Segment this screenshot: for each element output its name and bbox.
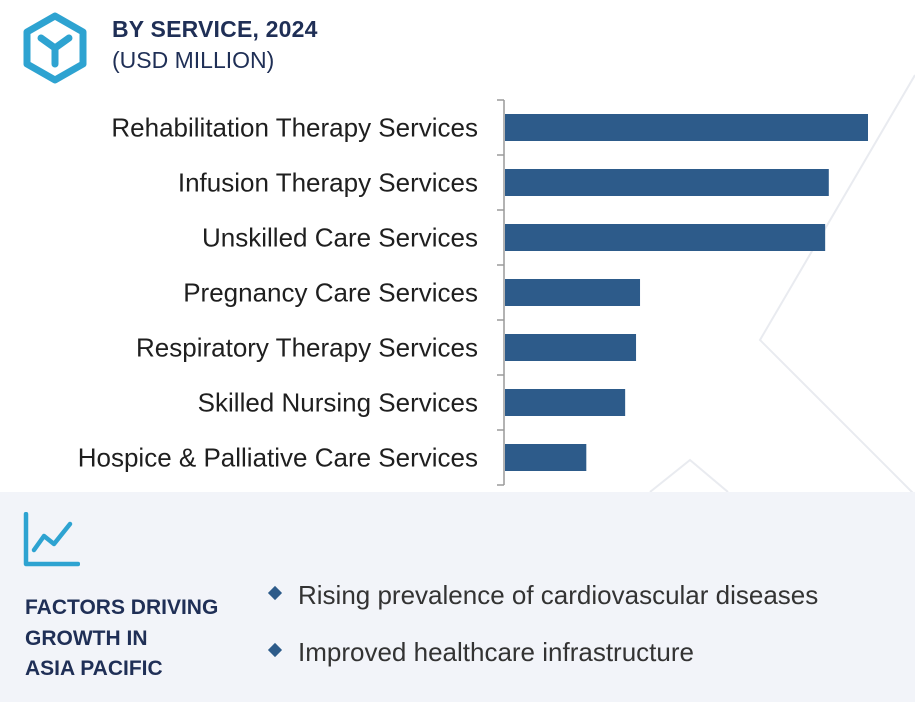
- factors-title-line: ASIA PACIFIC: [25, 657, 163, 680]
- bar: [505, 279, 641, 306]
- diamond-bullet-icon: [267, 643, 283, 658]
- category-label: Rehabilitation Therapy Services: [111, 113, 478, 143]
- category-label: Respiratory Therapy Services: [136, 333, 478, 363]
- footer-panel: FACTORS DRIVING GROWTH IN ASIA PACIFIC R…: [0, 492, 915, 702]
- chart-subtitle: (USD MILLION): [112, 47, 275, 73]
- chart-title: BY SERVICE, 2024: [112, 16, 318, 42]
- category-label: Skilled Nursing Services: [198, 388, 478, 418]
- category-label: Hospice & Palliative Care Services: [78, 443, 478, 473]
- factor-text: Rising prevalence of cardiovascular dise…: [298, 580, 819, 610]
- category-label: Infusion Therapy Services: [178, 168, 478, 198]
- bar-chart: Rehabilitation Therapy Services Infusion …: [78, 99, 868, 486]
- factors-title: FACTORS DRIVING GROWTH IN ASIA PACIFIC: [25, 593, 218, 685]
- bar: [505, 114, 868, 141]
- factors-title-line: FACTORS DRIVING: [25, 596, 219, 619]
- bar: [505, 169, 829, 196]
- category-label: Pregnancy Care Services: [183, 278, 478, 308]
- bar: [505, 334, 637, 361]
- trend-chart-icon: [22, 511, 81, 573]
- factor-item: Improved healthcare infrastructure: [267, 637, 694, 668]
- diamond-bullet-icon: [267, 586, 283, 601]
- factors-title-line: GROWTH IN: [25, 626, 148, 650]
- factor-text: Improved healthcare infrastructure: [298, 637, 694, 667]
- bar: [505, 444, 587, 471]
- factor-item: Rising prevalence of cardiovascular dise…: [267, 580, 819, 611]
- bar: [505, 389, 626, 416]
- bar: [505, 224, 826, 251]
- logo-icon: [22, 12, 88, 84]
- category-label: Unskilled Care Services: [202, 223, 478, 253]
